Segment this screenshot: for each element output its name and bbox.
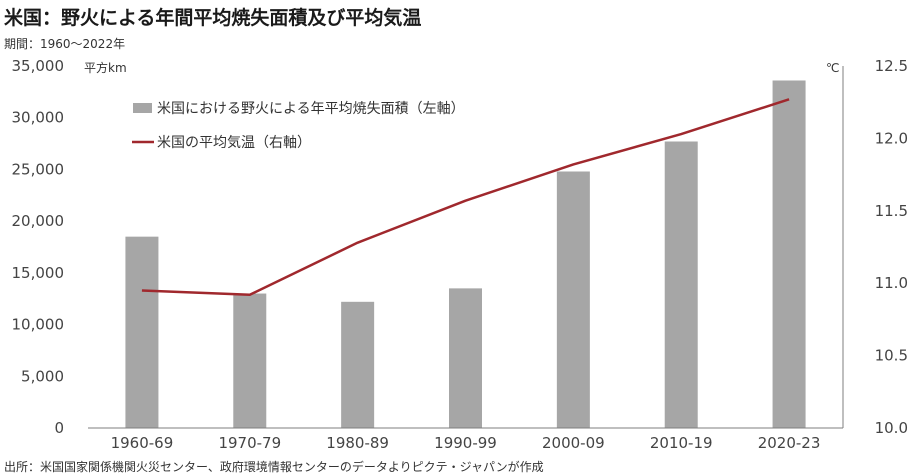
x-tick-label: 2010-19 bbox=[650, 434, 713, 452]
x-tick-label: 2020-23 bbox=[758, 434, 821, 452]
x-tick-label: 1960-69 bbox=[111, 434, 174, 452]
left-axis-ticks: 0 5,000 10,000 15,000 20,000 25,000 30,000 35,0… bbox=[12, 57, 65, 437]
x-tick-label: 1990-99 bbox=[434, 434, 497, 452]
left-tick-label: 15,000 bbox=[12, 264, 65, 282]
left-tick-label: 0 bbox=[54, 419, 64, 437]
left-tick-label: 5,000 bbox=[21, 367, 64, 385]
bar bbox=[664, 141, 698, 428]
right-tick-label: 10.0 bbox=[875, 419, 908, 437]
temperature-line bbox=[141, 98, 790, 297]
right-tick-label: 10.5 bbox=[875, 347, 908, 365]
bar bbox=[556, 171, 590, 429]
legend-bar-label: 米国における野火による年平均焼失面積（左軸） bbox=[157, 101, 465, 117]
bar-series bbox=[125, 80, 806, 429]
chart-title: 米国：野火による年間平均焼失面積及び平均気温 bbox=[4, 7, 422, 29]
right-tick-label: 11.5 bbox=[875, 202, 908, 220]
bar bbox=[772, 80, 806, 428]
bar bbox=[125, 236, 159, 428]
x-tick-label: 1970-79 bbox=[218, 434, 281, 452]
left-axis-unit: 平方km bbox=[84, 60, 127, 75]
bar bbox=[233, 293, 267, 428]
right-tick-label: 12.0 bbox=[875, 129, 908, 147]
left-tick-label: 35,000 bbox=[12, 57, 65, 75]
left-tick-label: 25,000 bbox=[12, 160, 65, 178]
x-tick-label: 1980-89 bbox=[326, 434, 389, 452]
chart-subtitle: 期間：1960～2022年 bbox=[4, 37, 126, 51]
left-tick-label: 10,000 bbox=[12, 316, 65, 334]
bar bbox=[449, 288, 482, 428]
left-tick-label: 30,000 bbox=[12, 109, 65, 127]
right-axis-ticks: 10.0 10.5 11.0 11.5 12.0 12.5 bbox=[875, 57, 908, 437]
bar bbox=[341, 301, 375, 428]
legend-bar-swatch bbox=[133, 103, 152, 113]
legend-line-label: 米国の平均気温（右軸） bbox=[157, 135, 311, 151]
right-axis-unit: ℃ bbox=[826, 61, 839, 75]
source-note: 出所：米国国家関係機関火災センター、政府環境情報センターのデータよりピクテ・ジャ… bbox=[4, 460, 544, 474]
legend: 米国における野火による年平均焼失面積（左軸） 米国の平均気温（右軸） bbox=[132, 101, 465, 151]
x-axis-ticks: 1960-69 1970-79 1980-89 1990-99 2000-09 2010-… bbox=[111, 434, 821, 452]
line-series bbox=[141, 98, 790, 297]
left-tick-label: 20,000 bbox=[12, 212, 65, 230]
right-tick-label: 12.5 bbox=[875, 57, 908, 75]
x-tick-label: 2000-09 bbox=[542, 434, 605, 452]
right-tick-label: 11.0 bbox=[875, 274, 908, 292]
